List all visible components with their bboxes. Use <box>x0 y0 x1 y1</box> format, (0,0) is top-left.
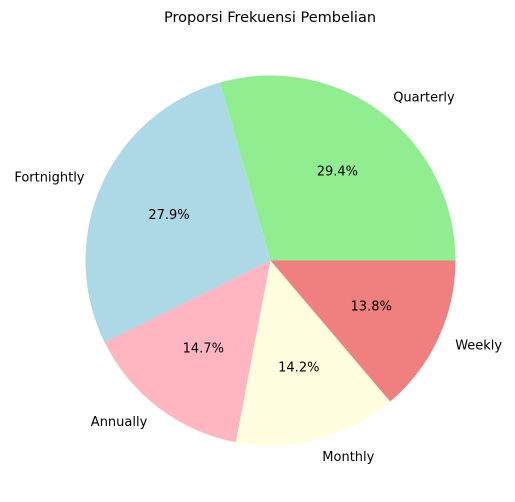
pie-slices <box>85 75 456 446</box>
percent-label-fortnightly: 27.9% <box>148 208 189 223</box>
percent-label-quarterly: 29.4% <box>317 164 358 179</box>
percent-label-monthly: 14.2% <box>278 360 319 375</box>
percent-label-annually: 14.7% <box>183 341 224 356</box>
category-label-weekly: Weekly <box>455 339 502 354</box>
percent-label-weekly: 13.8% <box>351 300 392 315</box>
pie-slice-quarterly <box>220 75 456 261</box>
pie-slice-monthly <box>235 260 391 446</box>
category-label-annually: Annually <box>91 415 148 430</box>
category-label-quarterly: Quarterly <box>393 91 455 106</box>
pie-slice-fortnightly <box>85 82 271 343</box>
pie-slice-annually <box>104 260 271 443</box>
category-label-fortnightly: Fortnightly <box>14 170 84 185</box>
category-label-monthly: Monthly <box>322 450 374 465</box>
chart-title: Proporsi Frekuensi Pembelian <box>164 10 376 26</box>
pie-labels: Quarterly 29.4% Fortnightly 27.9% Annually 14… <box>14 91 502 465</box>
pie-slice-weekly <box>270 260 456 402</box>
